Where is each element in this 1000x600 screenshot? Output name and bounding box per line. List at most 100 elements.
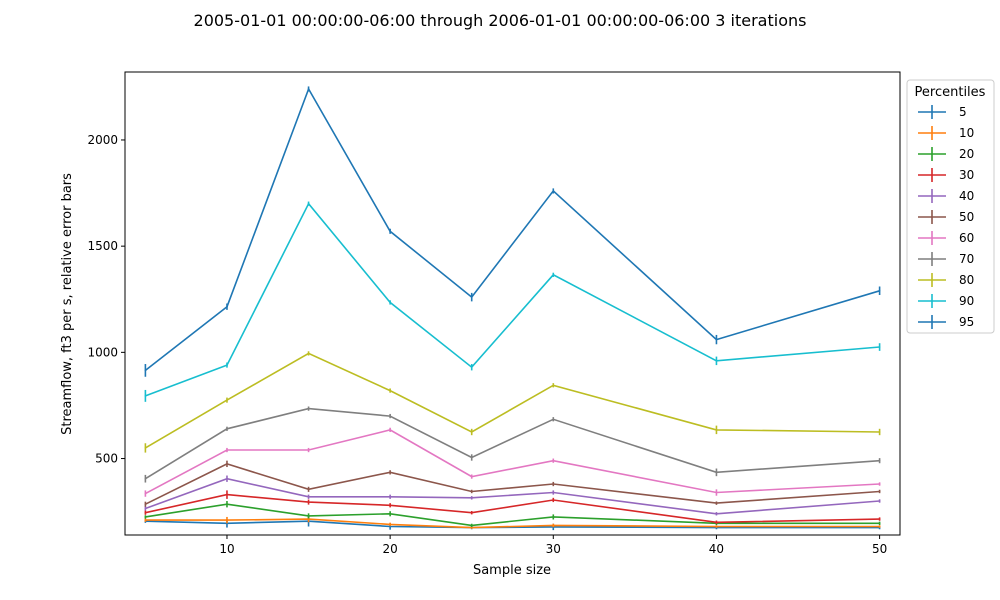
legend-item-20: 20 <box>918 147 974 161</box>
data-point <box>389 495 391 498</box>
series-line <box>145 493 880 524</box>
data-point <box>144 369 147 372</box>
series-95 <box>144 86 881 377</box>
legend-item-50: 50 <box>918 210 974 224</box>
x-axis: 10 20 30 40 50 <box>219 535 887 556</box>
plot-area-frame <box>124 71 901 536</box>
data-point <box>389 525 391 528</box>
data-point <box>307 202 310 205</box>
legend-label: 20 <box>959 147 974 161</box>
series-50 <box>144 460 881 507</box>
data-point <box>878 459 881 462</box>
series-30 <box>144 490 881 524</box>
data-point <box>389 504 391 507</box>
y-tick-label: 1000 <box>87 345 118 359</box>
series-40 <box>144 475 881 516</box>
data-point <box>552 418 555 421</box>
x-axis-label: Sample size <box>473 563 551 578</box>
legend-label: 70 <box>959 252 974 266</box>
legend-label: 10 <box>959 126 974 140</box>
legend-item-80: 80 <box>918 273 974 287</box>
data-point <box>715 429 718 431</box>
legend-label: 80 <box>959 273 974 287</box>
data-point <box>552 499 555 501</box>
data-point <box>470 431 473 433</box>
series-20 <box>144 501 881 528</box>
data-point <box>470 497 473 499</box>
data-point <box>552 516 555 518</box>
data-point <box>470 526 473 529</box>
data-point <box>307 501 310 503</box>
data-point <box>307 88 310 90</box>
series-line <box>145 520 880 529</box>
data-point <box>144 503 147 506</box>
series-layer <box>144 86 881 531</box>
x-tick-label: 40 <box>709 542 724 556</box>
legend-label: 30 <box>959 168 974 182</box>
data-point <box>226 449 228 451</box>
series-line <box>144 87 880 372</box>
legend-item-40: 40 <box>918 189 974 203</box>
legend-title: Percentiles <box>915 85 986 100</box>
data-point <box>144 395 147 397</box>
data-point <box>552 483 555 485</box>
data-point <box>715 471 718 474</box>
data-point <box>715 512 718 515</box>
data-point <box>389 301 391 304</box>
data-point <box>878 483 881 485</box>
y-tick-label: 500 <box>95 452 118 466</box>
data-point <box>226 477 228 480</box>
data-point <box>715 502 718 504</box>
y-tick-label: 2000 <box>87 133 118 147</box>
data-point <box>470 475 473 478</box>
legend-item-60: 60 <box>918 231 974 245</box>
legend-item-95: 95 <box>918 315 974 329</box>
data-point <box>389 512 391 515</box>
x-tick-label: 10 <box>219 542 234 556</box>
data-point <box>470 366 473 369</box>
legend-label: 50 <box>959 210 974 224</box>
legend-label: 95 <box>959 315 974 329</box>
data-point <box>307 488 310 491</box>
data-point <box>307 518 310 520</box>
data-point <box>226 399 228 401</box>
legend: Percentiles 5 10 20 30 40 50 60 70 80 90 95 <box>906 79 995 334</box>
data-point <box>226 519 228 521</box>
data-point <box>878 522 881 525</box>
data-point <box>226 305 228 308</box>
legend-label: 60 <box>959 231 974 245</box>
series-line <box>145 503 880 527</box>
data-point <box>552 459 555 462</box>
data-point <box>144 492 147 495</box>
data-point <box>389 523 391 526</box>
legend-item-70: 70 <box>918 252 974 266</box>
series-90 <box>144 201 881 402</box>
series-70 <box>144 406 881 483</box>
data-point <box>470 511 473 514</box>
data-point <box>226 428 228 430</box>
y-axis: 500 1000 1500 2000 <box>87 133 125 466</box>
data-point <box>307 515 310 517</box>
data-point <box>226 503 228 506</box>
data-point <box>144 507 147 510</box>
series-80 <box>144 351 881 453</box>
data-point <box>878 431 881 433</box>
data-point <box>307 495 310 498</box>
data-point <box>715 360 718 362</box>
data-point <box>226 493 228 496</box>
legend-items: 5 10 20 30 40 50 60 70 80 90 95 <box>918 105 974 329</box>
data-point <box>470 524 473 527</box>
x-tick-label: 50 <box>872 542 887 556</box>
data-point <box>389 230 391 233</box>
data-point <box>878 525 881 528</box>
y-tick-label: 1500 <box>87 239 118 253</box>
series-line <box>145 429 880 495</box>
series-line <box>144 407 880 480</box>
data-point <box>144 447 147 449</box>
data-point <box>389 415 391 417</box>
data-point <box>715 525 718 528</box>
data-point <box>552 491 555 494</box>
data-point <box>552 524 555 527</box>
data-point <box>552 274 555 276</box>
